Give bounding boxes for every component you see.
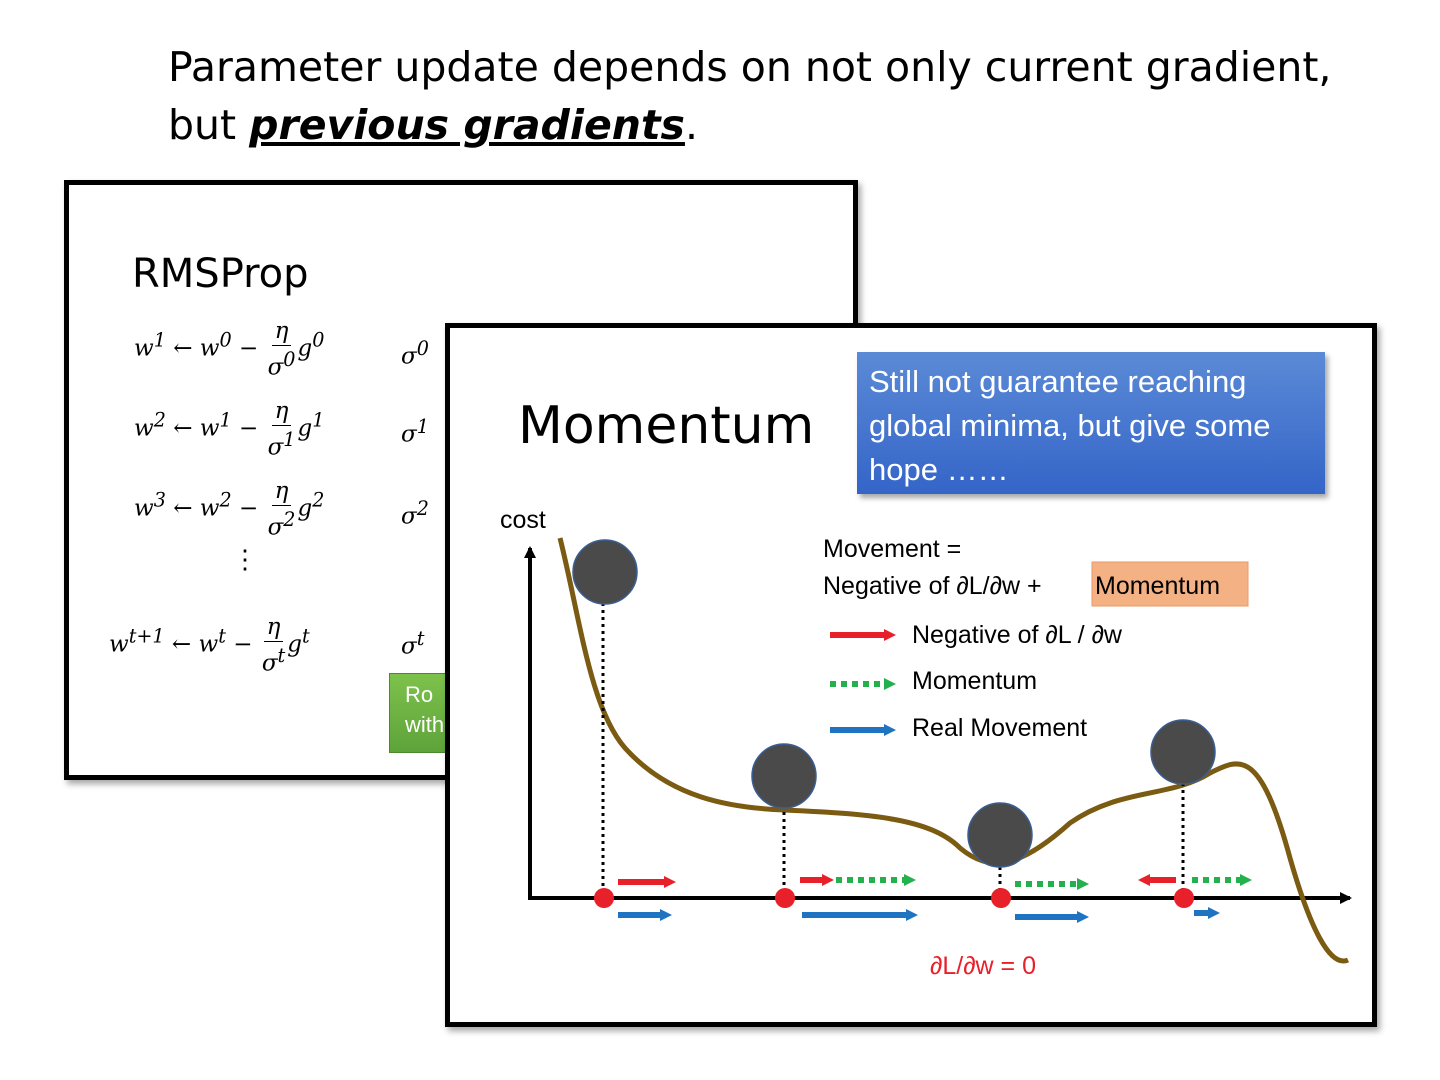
rmsprop-equation-t: wt+1 ← wt − η σt gt <box>109 614 310 677</box>
ball-3 <box>967 802 1033 868</box>
legend-label-momentum: Momentum <box>912 667 1037 695</box>
rmsprop-equation-1: w1 ← w0 − η σ0 g0 <box>134 318 325 381</box>
momentum-slide: Momentum Still not guarantee reaching gl… <box>445 323 1377 1027</box>
axis-point-1 <box>594 888 614 908</box>
ball-4 <box>1150 719 1216 785</box>
axis-point-4 <box>1174 888 1194 908</box>
rmsprop-sigma-3: σ2 <box>401 497 429 530</box>
movement-formula-highlight: Momentum <box>1095 572 1220 600</box>
rmsprop-vdots: ⋮ <box>232 545 258 575</box>
rmsprop-equation-3: w3 ← w2 − η σ2 g2 <box>134 478 325 541</box>
movement-formula-line-2: Negative of ∂L/∂w + <box>823 572 1042 600</box>
headline: Parameter update depends on not only cur… <box>168 38 1368 154</box>
headline-line-2: but previous gradients. <box>168 101 698 149</box>
rmsprop-title: RMSProp <box>132 251 309 297</box>
zero-gradient-label: ∂L/∂w = 0 <box>930 952 1036 980</box>
momentum-diagram: cost Movement = Negative o <box>500 506 1352 980</box>
y-axis-label: cost <box>500 506 546 534</box>
rmsprop-sigma-2: σ1 <box>401 415 429 448</box>
headline-emphasis: previous gradients <box>249 101 685 149</box>
momentum-title: Momentum <box>518 396 815 456</box>
legend-label-real-movement: Real Movement <box>912 714 1087 742</box>
callout-box: Still not guarantee reaching global mini… <box>857 352 1325 494</box>
rmsprop-sigma-t: σt <box>401 627 425 660</box>
movement-formula-line-1: Movement = <box>823 535 961 563</box>
axis-point-3 <box>991 888 1011 908</box>
legend-label-gradient: Negative of ∂L / ∂w <box>912 621 1123 649</box>
momentum-highlight-box <box>1091 561 1249 607</box>
ball-1 <box>572 539 638 605</box>
rmsprop-sigma-1: σ0 <box>401 337 429 370</box>
headline-line-1: Parameter update depends on not only cur… <box>168 43 1332 91</box>
axis-point-2 <box>775 888 795 908</box>
rmsprop-equation-2: w2 ← w1 − η σ1 g1 <box>134 398 325 461</box>
ball-2 <box>751 743 817 809</box>
